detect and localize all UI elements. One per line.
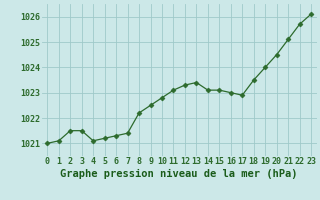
X-axis label: Graphe pression niveau de la mer (hPa): Graphe pression niveau de la mer (hPa) [60, 169, 298, 179]
